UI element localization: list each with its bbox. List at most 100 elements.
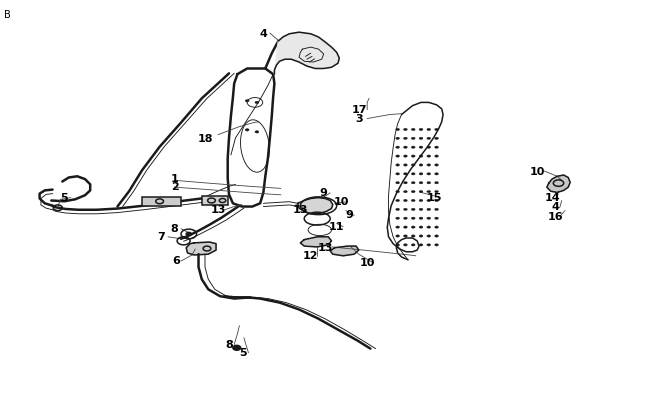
Circle shape: [233, 345, 240, 350]
Text: 16: 16: [547, 212, 563, 222]
Polygon shape: [227, 68, 274, 207]
Polygon shape: [387, 102, 443, 260]
Circle shape: [419, 190, 423, 193]
Polygon shape: [300, 237, 332, 247]
Bar: [142, 197, 181, 206]
Circle shape: [427, 244, 431, 246]
Polygon shape: [274, 32, 339, 74]
Text: 13: 13: [292, 205, 308, 215]
Circle shape: [435, 244, 439, 246]
Circle shape: [419, 226, 423, 228]
Circle shape: [427, 173, 431, 175]
Text: 10: 10: [359, 258, 375, 268]
Circle shape: [427, 146, 431, 148]
Circle shape: [427, 235, 431, 237]
Circle shape: [435, 128, 439, 131]
Bar: [202, 196, 228, 205]
Circle shape: [435, 226, 439, 228]
Text: 15: 15: [426, 194, 441, 203]
Circle shape: [411, 164, 415, 166]
Circle shape: [435, 155, 439, 157]
Circle shape: [396, 235, 400, 237]
Circle shape: [411, 235, 415, 237]
Circle shape: [411, 173, 415, 175]
Text: 14: 14: [544, 194, 560, 203]
Circle shape: [404, 137, 408, 140]
Circle shape: [404, 173, 408, 175]
Text: 1: 1: [171, 174, 178, 184]
Polygon shape: [547, 175, 570, 192]
Circle shape: [435, 164, 439, 166]
Circle shape: [396, 208, 400, 211]
Circle shape: [419, 164, 423, 166]
Circle shape: [411, 181, 415, 184]
Circle shape: [396, 137, 400, 140]
Circle shape: [427, 226, 431, 228]
Text: 12: 12: [303, 251, 318, 261]
Circle shape: [411, 155, 415, 157]
Circle shape: [411, 226, 415, 228]
Circle shape: [411, 199, 415, 202]
Circle shape: [404, 235, 408, 237]
Text: 8: 8: [225, 339, 233, 350]
Text: 3: 3: [356, 114, 363, 124]
Text: 17: 17: [352, 105, 367, 115]
Polygon shape: [330, 246, 359, 256]
Circle shape: [419, 199, 423, 202]
Circle shape: [404, 146, 408, 148]
Text: 7: 7: [158, 232, 165, 242]
Circle shape: [419, 128, 423, 131]
Circle shape: [404, 128, 408, 131]
Circle shape: [396, 199, 400, 202]
Circle shape: [435, 199, 439, 202]
Circle shape: [435, 235, 439, 237]
Circle shape: [419, 173, 423, 175]
Circle shape: [404, 208, 408, 211]
Circle shape: [435, 146, 439, 148]
Circle shape: [396, 164, 400, 166]
Circle shape: [411, 217, 415, 220]
Circle shape: [396, 226, 400, 228]
Circle shape: [419, 181, 423, 184]
Circle shape: [411, 244, 415, 246]
Circle shape: [396, 217, 400, 220]
Circle shape: [404, 244, 408, 246]
Circle shape: [419, 208, 423, 211]
Circle shape: [255, 101, 259, 104]
Circle shape: [411, 128, 415, 131]
Circle shape: [396, 128, 400, 131]
Circle shape: [245, 100, 249, 102]
Circle shape: [427, 190, 431, 193]
Polygon shape: [186, 242, 216, 255]
Text: 10: 10: [333, 197, 349, 207]
Circle shape: [396, 173, 400, 175]
Circle shape: [404, 226, 408, 228]
Circle shape: [411, 208, 415, 211]
Text: 11: 11: [329, 222, 344, 232]
Circle shape: [427, 181, 431, 184]
Circle shape: [404, 181, 408, 184]
Circle shape: [427, 128, 431, 131]
Circle shape: [404, 217, 408, 220]
Circle shape: [396, 181, 400, 184]
Circle shape: [419, 146, 423, 148]
Text: 4: 4: [551, 202, 559, 212]
Circle shape: [419, 244, 423, 246]
Text: 10: 10: [530, 167, 545, 177]
Circle shape: [435, 190, 439, 193]
Text: 8: 8: [171, 224, 178, 234]
Circle shape: [404, 199, 408, 202]
Text: 5: 5: [60, 193, 68, 202]
Circle shape: [396, 190, 400, 193]
Circle shape: [427, 208, 431, 211]
Circle shape: [411, 146, 415, 148]
Polygon shape: [298, 198, 333, 214]
Circle shape: [419, 217, 423, 220]
Text: 9: 9: [320, 188, 328, 198]
Circle shape: [427, 199, 431, 202]
Circle shape: [419, 155, 423, 157]
Circle shape: [411, 137, 415, 140]
Circle shape: [435, 181, 439, 184]
Circle shape: [427, 155, 431, 157]
Circle shape: [396, 146, 400, 148]
